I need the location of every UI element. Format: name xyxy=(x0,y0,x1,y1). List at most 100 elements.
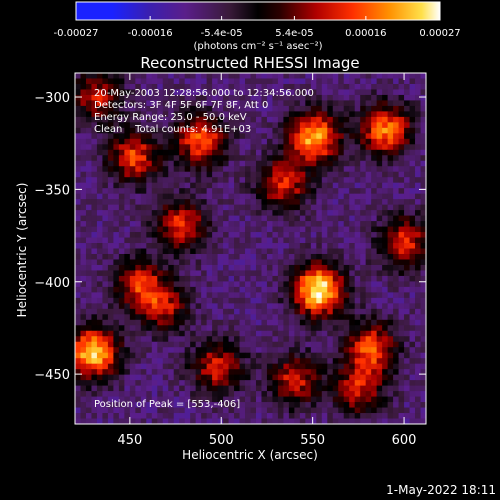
heatmap-cell xyxy=(206,127,213,134)
heatmap-cell xyxy=(217,133,224,140)
heatmap-cell xyxy=(146,177,153,184)
heatmap-cell xyxy=(179,286,186,293)
heatmap-cell xyxy=(190,199,197,206)
heatmap-cell xyxy=(299,210,306,216)
heatmap-cell xyxy=(129,111,136,118)
heatmap-cell xyxy=(360,155,367,162)
heatmap-cell xyxy=(91,188,98,195)
heatmap-cell xyxy=(305,221,312,227)
heatmap-cell xyxy=(228,105,235,112)
heatmap-cell xyxy=(398,330,405,337)
heatmap-cell xyxy=(360,144,367,151)
heatmap-cell xyxy=(184,292,191,299)
heatmap-cell xyxy=(371,160,378,167)
heatmap-cell xyxy=(239,204,246,211)
heatmap-cell xyxy=(113,149,120,156)
heatmap-cell xyxy=(327,193,334,200)
heatmap-cell xyxy=(168,396,175,403)
heatmap-cell xyxy=(113,105,120,112)
heatmap-cell xyxy=(96,127,103,134)
heatmap-cell xyxy=(310,78,317,85)
heatmap-cell xyxy=(420,177,426,184)
heatmap-cell xyxy=(261,292,268,299)
heatmap-cell xyxy=(277,253,284,260)
heatmap-cell xyxy=(299,319,306,326)
heatmap-cell xyxy=(239,330,246,337)
heatmap-cell xyxy=(266,292,273,299)
heatmap-cell xyxy=(420,314,426,321)
heatmap-cell xyxy=(299,303,306,310)
heatmap-cell xyxy=(310,248,317,255)
heatmap-cell xyxy=(228,391,235,397)
heatmap-cell xyxy=(107,83,114,90)
heatmap-cell xyxy=(409,177,416,184)
heatmap-cell xyxy=(343,275,350,282)
heatmap-cell xyxy=(277,319,284,326)
heatmap-cell xyxy=(398,182,405,189)
heatmap-cell xyxy=(75,83,81,90)
heatmap-cell xyxy=(75,314,81,321)
heatmap-cell xyxy=(261,171,268,178)
heatmap-cell xyxy=(316,144,323,151)
heatmap-cell xyxy=(118,210,125,216)
heatmap-cell xyxy=(277,177,284,184)
heatmap-cell xyxy=(234,138,240,145)
heatmap-cell xyxy=(107,182,114,189)
heatmap-cell xyxy=(245,330,251,337)
heatmap-cell xyxy=(272,407,279,414)
heatmap-cell xyxy=(173,380,180,387)
heatmap-cell xyxy=(102,215,109,222)
heatmap-cell xyxy=(415,149,421,156)
heatmap-cell xyxy=(179,297,186,304)
heatmap-cell xyxy=(151,385,158,392)
heatmap-cell xyxy=(168,221,175,227)
heatmap-cell xyxy=(376,347,383,354)
heatmap-cell xyxy=(146,193,153,200)
heatmap-cell xyxy=(223,413,229,419)
heatmap-cell xyxy=(217,352,224,359)
heatmap-cell xyxy=(299,308,306,315)
heatmap-cell xyxy=(91,210,98,216)
heatmap-cell xyxy=(409,259,416,266)
heatmap-cell xyxy=(404,78,410,85)
heatmap-cell xyxy=(382,407,389,414)
heatmap-cell xyxy=(321,149,328,156)
heatmap-cell xyxy=(360,319,367,326)
heatmap-cell xyxy=(261,94,268,101)
heatmap-cell xyxy=(173,133,180,140)
heatmap-cell xyxy=(250,221,257,227)
heatmap-cell xyxy=(343,116,350,123)
heatmap-cell xyxy=(387,391,394,397)
heatmap-cell xyxy=(140,166,147,173)
heatmap-cell xyxy=(245,336,251,343)
heatmap-cell xyxy=(387,166,394,173)
heatmap-cell xyxy=(91,292,98,299)
heatmap-cell xyxy=(382,325,389,332)
heatmap-cell xyxy=(327,391,334,397)
heatmap-cell xyxy=(135,264,142,271)
heatmap-cell xyxy=(360,83,367,90)
heatmap-cell xyxy=(338,232,345,238)
heatmap-cell xyxy=(371,336,378,343)
heatmap-cell xyxy=(85,259,92,266)
heatmap-cell xyxy=(409,330,416,337)
heatmap-cell xyxy=(201,259,208,266)
heatmap-cell xyxy=(294,149,301,156)
heatmap-cell xyxy=(190,292,197,299)
heatmap-cell xyxy=(239,391,246,397)
heatmap-cell xyxy=(212,193,218,200)
heatmap-cell xyxy=(80,319,87,326)
heatmap-cell xyxy=(96,138,103,145)
heatmap-cell xyxy=(409,166,416,173)
heatmap-cell xyxy=(173,237,180,244)
heatmap-cell xyxy=(354,100,361,107)
heatmap-cell xyxy=(129,385,136,392)
heatmap-cell xyxy=(184,319,191,326)
heatmap-cell xyxy=(146,215,153,222)
heatmap-cell xyxy=(283,352,290,359)
heatmap-cell xyxy=(393,281,399,288)
heatmap-cell xyxy=(195,221,202,227)
heatmap-cell xyxy=(107,396,114,403)
heatmap-cell xyxy=(354,248,361,255)
heatmap-cell xyxy=(321,116,328,123)
